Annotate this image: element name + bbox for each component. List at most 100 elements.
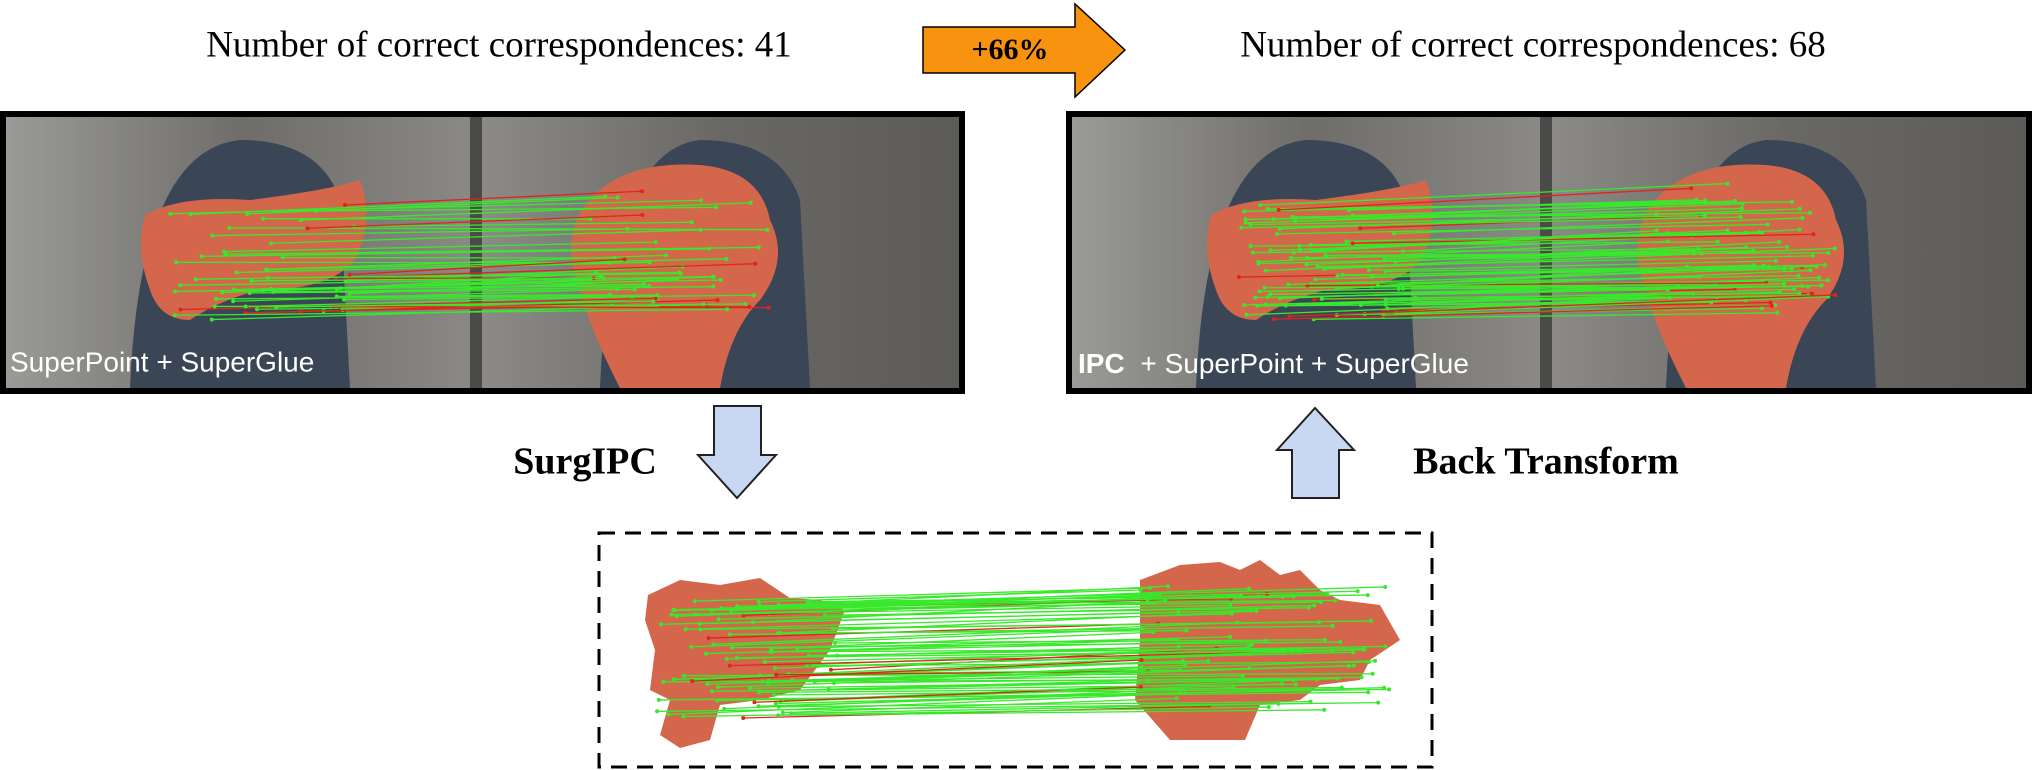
- match-line: [797, 636, 1231, 649]
- keypoint: [1376, 700, 1381, 705]
- keypoint: [1139, 657, 1144, 662]
- keypoint: [655, 709, 660, 714]
- match-line: [344, 190, 643, 206]
- keypoint: [1792, 287, 1797, 292]
- keypoint: [172, 289, 177, 294]
- keypoint: [622, 257, 627, 262]
- keypoint: [756, 245, 761, 250]
- keypoint: [1263, 268, 1268, 273]
- keypoint: [1689, 186, 1694, 191]
- keypoint: [760, 679, 765, 684]
- keypoint: [1275, 231, 1280, 236]
- keypoint: [1333, 598, 1338, 603]
- keypoint: [1365, 593, 1370, 598]
- keypoint: [1759, 306, 1764, 311]
- match-line: [724, 686, 1234, 710]
- match-line: [1265, 250, 1694, 272]
- match-line: [660, 611, 1179, 625]
- keypoint: [789, 711, 794, 716]
- keypoint: [594, 270, 599, 275]
- keypoint: [243, 304, 248, 309]
- match-line: [236, 261, 650, 274]
- keypoint: [1691, 249, 1696, 254]
- keypoint: [334, 294, 339, 299]
- keypoint: [1351, 650, 1356, 655]
- keypoint: [1808, 268, 1813, 273]
- keypoint: [1250, 250, 1255, 255]
- match-line: [1368, 260, 1776, 271]
- keypoint: [1393, 259, 1398, 264]
- keypoint: [1235, 620, 1240, 625]
- keypoint: [775, 631, 780, 636]
- keypoint: [1265, 206, 1270, 211]
- keypoint: [707, 246, 712, 251]
- keypoint: [1297, 247, 1302, 252]
- match-line: [226, 246, 759, 255]
- match-line: [809, 590, 1358, 606]
- match-line: [1270, 285, 1803, 295]
- keypoint: [1777, 240, 1782, 245]
- match-line: [759, 686, 1342, 694]
- keypoint: [1287, 314, 1292, 319]
- keypoint: [812, 663, 817, 668]
- match-line: [1313, 312, 1778, 320]
- keypoint: [718, 277, 723, 282]
- match-line: [1306, 246, 1746, 266]
- match-line: [307, 214, 643, 229]
- keypoint: [1351, 663, 1356, 668]
- keypoint: [1383, 584, 1388, 589]
- keypoint: [716, 617, 721, 622]
- match-line: [276, 300, 654, 308]
- match-line: [340, 272, 597, 289]
- keypoint: [615, 195, 620, 200]
- keypoint: [1248, 244, 1253, 249]
- keypoint: [659, 622, 664, 627]
- keypoint: [674, 277, 679, 282]
- keypoint: [1773, 258, 1778, 263]
- keypoint: [1769, 303, 1774, 308]
- match-line: [691, 628, 1142, 648]
- keypoint: [1382, 685, 1387, 690]
- keypoint: [1665, 239, 1670, 244]
- keypoint: [751, 620, 756, 625]
- keypoint: [1800, 283, 1805, 288]
- keypoint: [1256, 259, 1261, 264]
- keypoint: [1725, 181, 1730, 186]
- keypoint: [1312, 297, 1317, 302]
- match-line: [668, 692, 1186, 716]
- keypoint: [1822, 262, 1827, 267]
- keypoint: [1244, 312, 1249, 317]
- keypoint: [1163, 598, 1168, 603]
- keypoint: [663, 253, 668, 258]
- match-line: [758, 679, 1149, 692]
- keypoint: [1263, 302, 1268, 307]
- keypoint: [714, 205, 719, 210]
- keypoint: [1383, 269, 1388, 274]
- keypoint: [701, 302, 706, 307]
- keypoint: [1242, 302, 1247, 307]
- keypoint: [1177, 690, 1182, 695]
- correspondence-lines: [655, 584, 1391, 720]
- keypoint: [1785, 245, 1790, 250]
- keypoint: [1229, 611, 1234, 616]
- keypoint: [1665, 287, 1670, 292]
- keypoint: [1243, 217, 1248, 222]
- keypoint: [341, 297, 346, 302]
- match-line: [1292, 212, 1811, 218]
- keypoint: [178, 283, 183, 288]
- left-image-frame: [0, 111, 965, 394]
- keypoint: [1246, 645, 1251, 650]
- keypoint: [1206, 658, 1211, 663]
- keypoint: [1340, 272, 1345, 277]
- up-arrow: [1274, 406, 1357, 499]
- keypoint: [213, 296, 218, 301]
- keypoint: [264, 267, 269, 272]
- label-rest: + SuperPoint + SuperGlue: [1140, 348, 1468, 379]
- down-arrow: [695, 405, 779, 500]
- keypoint: [1265, 295, 1270, 300]
- improvement-arrow: [922, 2, 1127, 99]
- keypoint: [172, 313, 177, 318]
- keypoint: [168, 211, 173, 216]
- keypoint: [632, 287, 637, 292]
- keypoint: [706, 636, 711, 641]
